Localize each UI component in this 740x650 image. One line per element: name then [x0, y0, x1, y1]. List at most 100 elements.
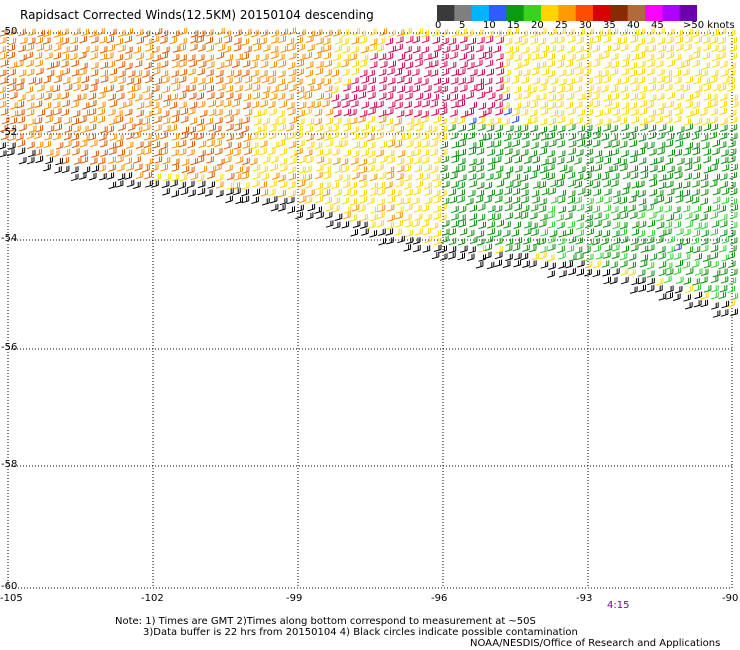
wind-barb: [646, 284, 655, 293]
wind-barb: [315, 67, 324, 76]
wind-barb: [81, 75, 89, 84]
wind-barb: [385, 52, 394, 61]
wind-barb: [494, 93, 503, 102]
wind-barb: [376, 123, 385, 132]
wind-barb: [547, 236, 556, 244]
wind-barb: [523, 237, 531, 245]
wind-barb: [457, 189, 465, 197]
wind-barb: [691, 91, 700, 99]
wind-barb: [514, 237, 523, 245]
wind-barb: [287, 206, 295, 214]
wind-barb: [612, 237, 621, 245]
wind-barb: [78, 68, 87, 76]
wind-barb: [359, 221, 368, 229]
wind-barb: [655, 205, 663, 214]
wind-barb: [727, 29, 736, 37]
wind-barb: [214, 108, 223, 117]
wind-barb: [540, 229, 548, 237]
wind-barb: [287, 166, 296, 174]
wind-barb: [126, 179, 135, 188]
wind-barb: [514, 69, 522, 78]
wind-barb: [522, 244, 530, 252]
wind-barb: [673, 267, 682, 275]
wind-barb: [520, 37, 528, 46]
wind-barb: [583, 189, 592, 197]
wind-barb: [81, 102, 90, 110]
wind-barb: [16, 101, 25, 109]
wind-barb: [595, 196, 604, 204]
wind-barb: [719, 285, 728, 293]
wind-barb: [622, 53, 631, 62]
wind-barb: [494, 30, 502, 38]
wind-barb: [629, 286, 638, 294]
wind-barb: [546, 254, 555, 262]
wind-barb: [441, 77, 450, 85]
wind-barb: [368, 107, 376, 116]
wind-barb: [729, 44, 738, 53]
wind-barb: [35, 141, 44, 149]
wind-barb: [466, 62, 475, 70]
wind-barb: [377, 181, 385, 190]
wind-barb: [278, 35, 286, 44]
wind-barb: [585, 220, 593, 229]
wind-barb: [685, 28, 694, 37]
wind-barb: [568, 179, 576, 188]
wind-barb: [495, 53, 504, 61]
wind-barb: [26, 109, 35, 117]
wind-barb: [702, 52, 710, 60]
wind-barb: [88, 123, 97, 132]
wind-barb: [196, 174, 205, 182]
wind-barb: [378, 238, 386, 246]
wind-barb: [332, 61, 341, 69]
wind-barb: [727, 69, 736, 78]
wind-barb: [476, 172, 485, 180]
wind-barb: [340, 93, 349, 101]
wind-barb: [334, 213, 343, 221]
wind-barb: [242, 141, 251, 149]
wind-barb: [631, 190, 639, 198]
wind-barb: [530, 222, 538, 230]
wind-barb: [151, 101, 160, 110]
wind-barb: [288, 157, 297, 165]
wind-barb: [514, 203, 522, 212]
wind-barb: [495, 188, 503, 197]
note-line-1: Note: 1) Times are GMT 2)Times along bot…: [115, 616, 536, 627]
wind-barb: [143, 147, 152, 155]
wind-barb: [6, 148, 15, 157]
wind-barb: [366, 164, 375, 173]
wind-barb: [244, 109, 253, 117]
wind-barb: [361, 228, 369, 236]
wind-barb: [261, 92, 269, 100]
wind-barb: [99, 46, 108, 54]
wind-barb: [361, 46, 369, 54]
wind-barb: [682, 261, 690, 269]
wind-barb: [432, 174, 440, 182]
wind-barb: [433, 180, 442, 188]
wind-barb: [451, 155, 459, 164]
wind-barb: [438, 214, 447, 222]
wind-barb: [397, 133, 405, 142]
wind-barb: [630, 93, 638, 101]
wind-barb: [43, 76, 51, 84]
wind-barb: [568, 254, 577, 262]
wind-barb: [682, 84, 690, 92]
wind-barb: [26, 156, 35, 165]
wind-barb: [421, 29, 429, 38]
wind-barb: [466, 253, 475, 262]
wind-barb: [620, 28, 628, 37]
wind-barb: [323, 44, 332, 52]
wind-barb: [514, 211, 523, 220]
wind-barb: [352, 141, 360, 149]
wind-barb: [495, 165, 504, 173]
wind-barb: [190, 30, 199, 38]
wind-barb: [322, 182, 331, 190]
wind-barb: [504, 147, 513, 156]
wind-barb: [494, 259, 502, 268]
wind-barb: [478, 245, 486, 253]
wind-barb: [126, 77, 135, 85]
wind-barb: [664, 76, 672, 84]
legend-swatch: [506, 5, 525, 21]
wind-barb: [486, 124, 495, 132]
wind-barb: [277, 92, 286, 101]
wind-barb: [476, 158, 484, 166]
